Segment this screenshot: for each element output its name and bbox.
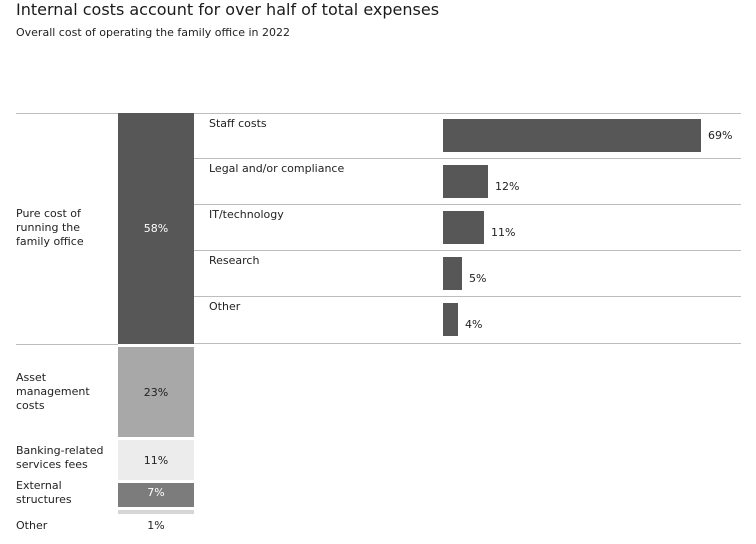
subcategory-label: Research — [209, 254, 260, 267]
stacked-segment — [118, 483, 194, 507]
subcategory-value-label: 69% — [708, 129, 733, 142]
row-divider — [194, 204, 741, 205]
chart-title: Internal costs account for over half of … — [16, 0, 440, 19]
stacked-segment — [118, 347, 194, 437]
breakdown-bottom-line — [16, 344, 118, 345]
row-divider — [194, 250, 741, 251]
subcategory-value-label: 5% — [469, 272, 487, 285]
subcategory-value-label: 12% — [495, 180, 520, 193]
stacked-segment — [118, 440, 194, 480]
stacked-value-label: 1% — [147, 519, 165, 532]
subcategory-label: Staff costs — [209, 117, 267, 130]
subcategory-bar — [443, 303, 458, 336]
subcategory-label: Legal and/or compliance — [209, 162, 345, 175]
subcategory-value-label: 11% — [491, 226, 516, 239]
stacked-value-label: 7% — [147, 486, 165, 499]
breakdown-top-line — [16, 113, 118, 114]
category-label: Pure cost of running the family office — [16, 207, 84, 248]
stacked-segment — [118, 510, 194, 514]
stacked-segment — [118, 113, 194, 344]
category-label: Banking-related services fees — [16, 444, 104, 471]
stacked-value-label: 11% — [143, 454, 169, 467]
breakdown-top-line-right — [194, 113, 741, 114]
stacked-value-label: 23% — [143, 386, 169, 399]
breakdown-bottom-line-right — [194, 343, 741, 344]
category-label: Other — [16, 519, 48, 532]
subcategory-label: IT/technology — [209, 208, 284, 221]
row-divider — [194, 296, 741, 297]
stacked-value-label: 58% — [143, 222, 169, 235]
subcategory-bar — [443, 257, 462, 290]
chart-subtitle: Overall cost of operating the family off… — [16, 26, 290, 39]
subcategory-bar — [443, 119, 701, 152]
subcategory-bar — [443, 165, 488, 198]
category-label: Asset management costs — [16, 371, 90, 412]
subcategory-label: Other — [209, 300, 241, 313]
subcategory-value-label: 4% — [465, 318, 483, 331]
subcategory-bar — [443, 211, 484, 244]
row-divider — [194, 158, 741, 159]
category-label: External structures — [16, 479, 72, 506]
